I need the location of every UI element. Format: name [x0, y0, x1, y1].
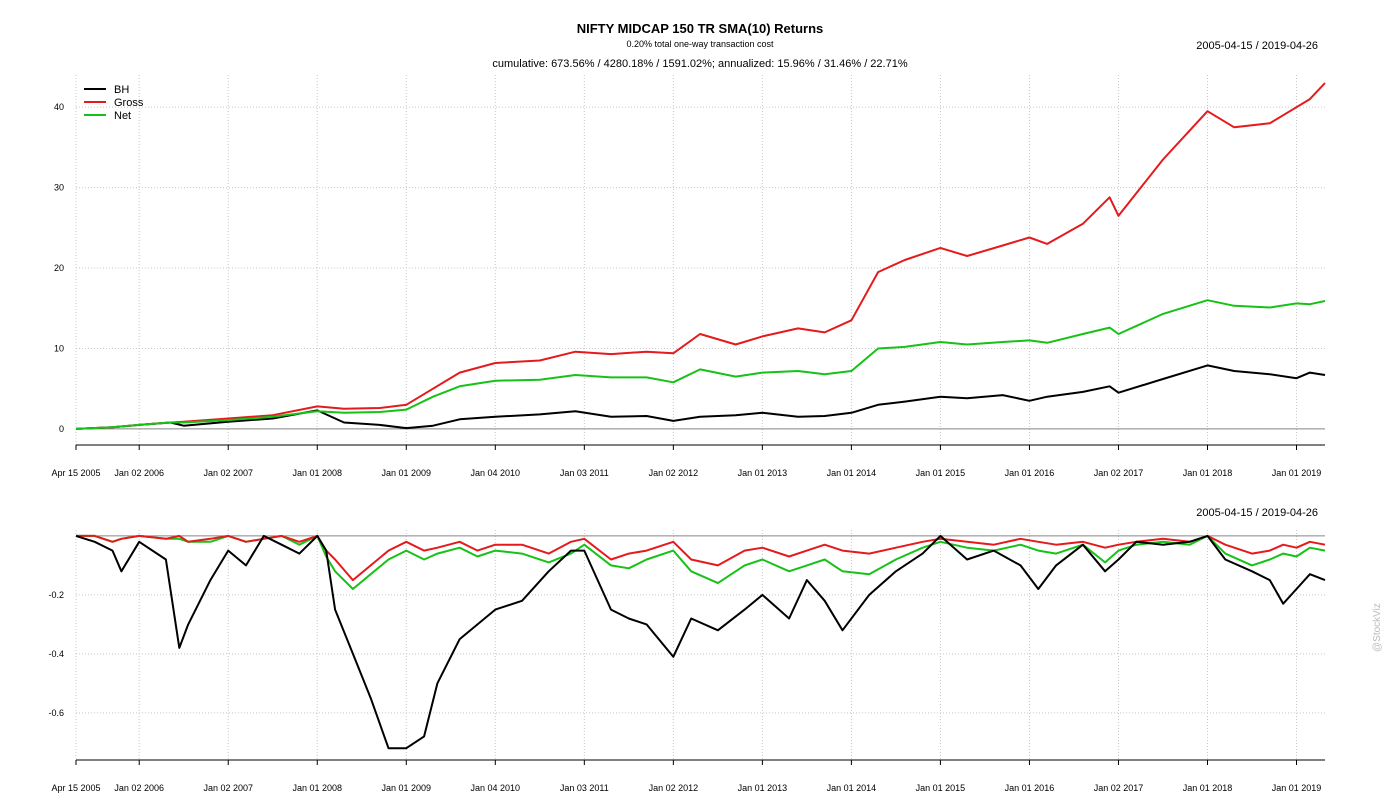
- returns-y-tick-label: 0: [59, 424, 64, 434]
- returns-x-tick-label: Jan 04 2010: [471, 468, 521, 478]
- returns-x-tick-label: Jan 01 2016: [1005, 468, 1055, 478]
- legend-label-bh: BH: [114, 84, 129, 96]
- returns-y-tick-label: 30: [54, 183, 64, 193]
- returns-x-tick-label: Jan 01 2009: [382, 468, 432, 478]
- drawdown-x-tick-label: Jan 01 2014: [827, 783, 877, 793]
- returns-summary: cumulative: 673.56% / 4280.18% / 1591.02…: [492, 58, 908, 70]
- legend-label-net: Net: [114, 110, 131, 122]
- returns-x-tick-label: Jan 01 2013: [738, 468, 788, 478]
- returns-x-tick-label: Jan 02 2017: [1094, 468, 1144, 478]
- drawdown-x-tick-label: Jan 04 2010: [471, 783, 521, 793]
- returns-x-tick-label: Jan 02 2012: [649, 468, 699, 478]
- drawdown-x-tick-label: Jan 01 2013: [738, 783, 788, 793]
- drawdown-x-tick-label: Apr 15 2005: [51, 783, 100, 793]
- returns-x-tick-label: Jan 02 2006: [114, 468, 164, 478]
- returns-y-tick-label: 10: [54, 343, 64, 353]
- drawdown-y-tick-label: -0.4: [48, 649, 64, 659]
- drawdown-x-tick-label: Jan 01 2018: [1183, 783, 1233, 793]
- returns-x-tick-label: Apr 15 2005: [51, 468, 100, 478]
- chart-title: NIFTY MIDCAP 150 TR SMA(10) Returns: [576, 21, 824, 36]
- drawdown-y-tick-label: -0.6: [48, 708, 64, 718]
- drawdown-y-tick-label: -0.2: [48, 590, 64, 600]
- returns-x-tick-label: Jan 02 2007: [203, 468, 253, 478]
- returns-x-tick-label: Jan 03 2011: [560, 468, 609, 478]
- returns-x-tick-label: Jan 01 2019: [1272, 468, 1322, 478]
- drawdown-x-tick-label: Jan 03 2011: [560, 783, 609, 793]
- drawdown-x-tick-label: Jan 02 2006: [114, 783, 164, 793]
- drawdown-x-tick-label: Jan 01 2008: [292, 783, 342, 793]
- date-range-top: 2005-04-15 / 2019-04-26: [1196, 40, 1318, 52]
- drawdown-x-tick-label: Jan 01 2019: [1272, 783, 1322, 793]
- chart-subtitle: 0.20% total one-way transaction cost: [626, 39, 774, 49]
- drawdown-x-tick-label: Jan 01 2015: [916, 783, 966, 793]
- drawdown-x-tick-label: Jan 02 2017: [1094, 783, 1144, 793]
- drawdown-x-tick-label: Jan 01 2016: [1005, 783, 1055, 793]
- returns-y-tick-label: 40: [54, 102, 64, 112]
- date-range-bottom: 2005-04-15 / 2019-04-26: [1196, 507, 1318, 519]
- returns-x-tick-label: Jan 01 2014: [827, 468, 877, 478]
- returns-series-bh: [75, 364, 1326, 430]
- drawdown-series-gross: [76, 534, 1326, 582]
- drawdown-x-tick-label: Jan 01 2009: [382, 783, 432, 793]
- returns-y-tick-label: 20: [54, 263, 64, 273]
- returns-x-tick-label: Jan 01 2018: [1183, 468, 1233, 478]
- drawdown-x-tick-label: Jan 02 2007: [203, 783, 253, 793]
- returns-x-tick-label: Jan 01 2008: [292, 468, 342, 478]
- returns-series-gross: [75, 82, 1326, 430]
- drawdown-x-tick-label: Jan 02 2012: [649, 783, 699, 793]
- returns-x-tick-label: Jan 01 2015: [916, 468, 966, 478]
- drawdown-series-bh: [75, 534, 1326, 750]
- legend-label-gross: Gross: [114, 97, 144, 109]
- returns-series-net: [75, 299, 1326, 430]
